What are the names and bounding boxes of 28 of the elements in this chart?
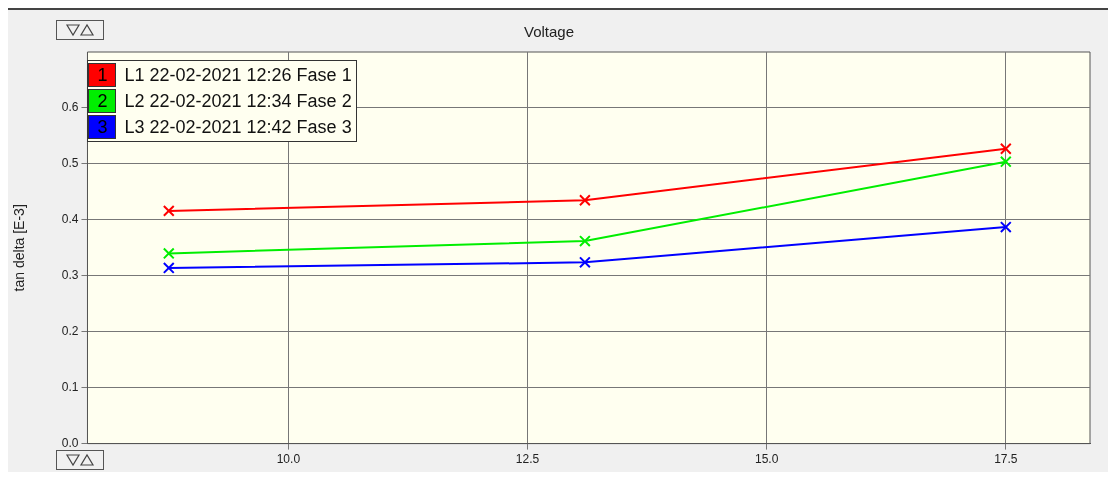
point xyxy=(578,235,591,248)
annotation: 2 xyxy=(88,89,117,113)
y-tick-label: 0.3 xyxy=(61,268,79,283)
annotation: 1 xyxy=(88,63,117,87)
y-axis-title: tan delta [E-3] xyxy=(11,204,28,292)
y-tick-label: 0.5 xyxy=(61,156,79,171)
point xyxy=(999,221,1012,234)
point xyxy=(999,155,1012,168)
x-tick-label: 17.5 xyxy=(994,452,1018,467)
y-tick-label: 0.1 xyxy=(61,379,79,394)
x-tick-label: 12.5 xyxy=(515,452,540,467)
point xyxy=(162,247,175,260)
chart-title: Voltage xyxy=(523,23,575,41)
y-tick-label: 0.6 xyxy=(61,100,79,115)
y-tick-label: 0.2 xyxy=(61,324,79,339)
point xyxy=(578,194,591,207)
point xyxy=(162,204,175,217)
point xyxy=(162,261,175,274)
point xyxy=(578,256,591,269)
x-tick-label: 10.0 xyxy=(276,452,301,467)
legend-label: L1 22-02-2021 12:26 Fase 1 xyxy=(124,64,352,86)
legend-label: L2 22-02-2021 12:34 Fase 2 xyxy=(124,90,352,112)
x-tick-label: 15.0 xyxy=(754,452,779,467)
annotation: 3 xyxy=(88,115,117,139)
y-tick-label: 0.4 xyxy=(61,212,79,227)
point xyxy=(999,142,1012,155)
legend-label: L3 22-02-2021 12:42 Fase 3 xyxy=(124,116,352,138)
y-tick-label: 0.0 xyxy=(61,435,79,450)
